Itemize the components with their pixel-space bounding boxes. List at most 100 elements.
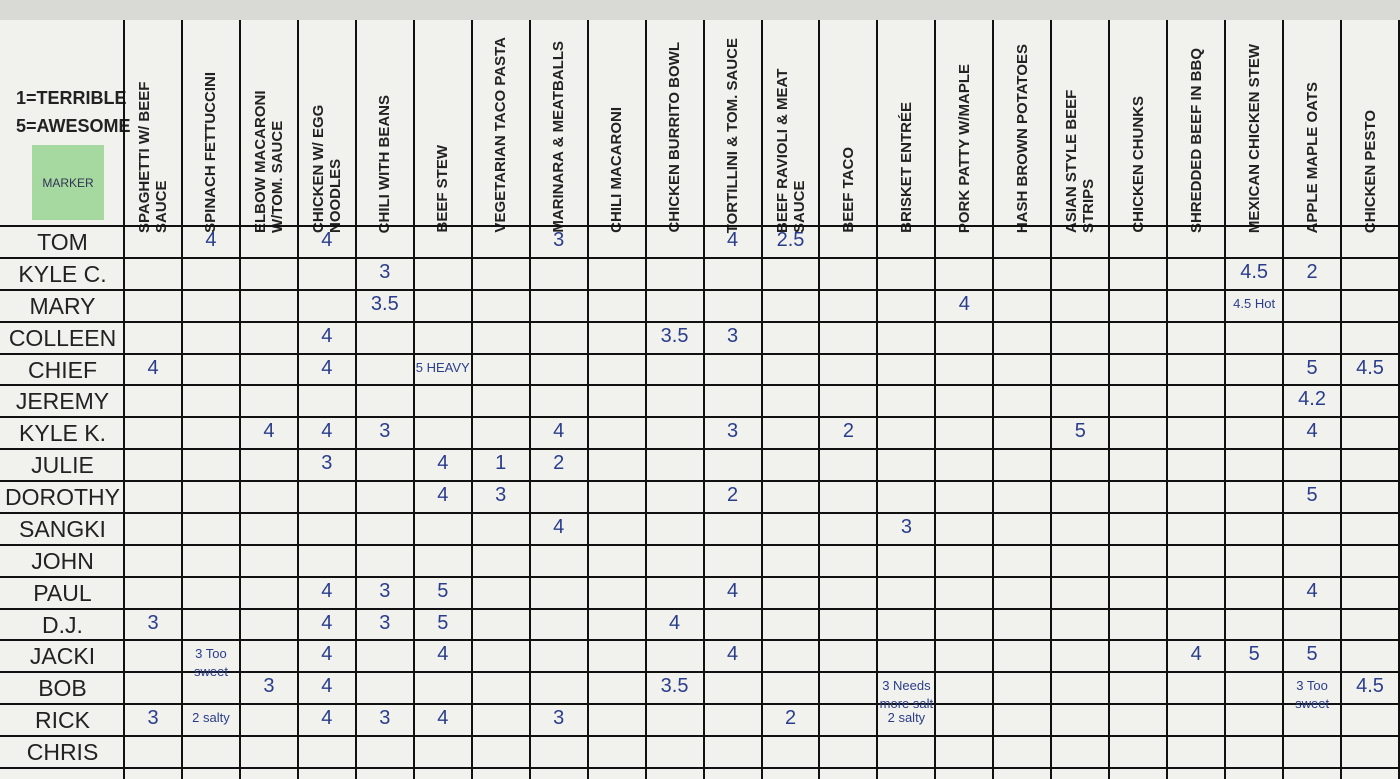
column-header: SHREDDED BEEF IN BBQ [1168,28,1224,233]
column-header: BEEF STEW [415,28,471,233]
column-label: PORK PATTY W/MAPLE [955,63,973,233]
row-rule [0,480,1400,483]
rating: 5 [437,579,449,602]
col-rule [760,20,763,779]
rating: 5 [1306,356,1318,379]
column-label: CHILI MACARONI [608,107,626,233]
row-name: CHRIS [26,739,99,766]
row-name: JULIE [31,452,94,479]
rating: 4 [726,579,739,602]
rating: 3 [726,324,739,347]
rating: 4 [553,515,565,538]
row-rule [0,543,1400,546]
column-header: TORTILLINI & TOM. SAUCE [705,28,761,233]
column-header: BEEF TACO [820,28,876,233]
row-rule [0,735,1400,738]
rating: 3 [263,675,275,698]
rating: 3 [379,420,391,443]
rating: 4 [437,707,449,730]
col-rule [354,20,357,779]
col-rule [644,20,647,779]
rating: 4 [1306,579,1318,602]
col-rule [818,20,821,779]
row-rule [0,639,1400,642]
col-rule [586,20,589,779]
rating: 5 HEAVY [415,359,470,375]
rating: 4 [321,611,333,634]
col-rule [1224,20,1227,779]
column-label: BEEF RAVIOLI & MEAT SAUCE [773,68,808,233]
column-label: CHICKEN CHUNKS [1129,96,1147,233]
rating: 1 [495,452,507,475]
rating: 3 [321,452,333,475]
row-name: RICK [35,707,90,734]
row-name: SANGKI [19,515,106,542]
rating: 4 [321,643,333,666]
rating: 4.5 [1356,675,1384,698]
legend-line: 5=AWESOME [16,116,131,136]
row-rule [0,448,1400,451]
rating: 4 [669,611,681,634]
row-rule [0,416,1400,419]
column-label: MARINARA & MEATBALLS [550,41,568,233]
rating: 3 [553,229,565,251]
column-label: SPINACH FETTUCCINI [202,72,220,233]
col-rule [1108,20,1111,779]
rating: 3 Too sweet [1295,678,1330,712]
row-rule [0,511,1400,514]
sticky-note: MARKER [32,145,104,220]
rating: 3 [379,707,391,730]
rating: 5 [1306,643,1318,666]
column-label: SHREDDED BEEF IN BBQ [1187,47,1205,233]
rating: 4 [958,292,970,315]
rating: 3 Too sweet [193,646,228,680]
row-rule [0,384,1400,387]
legend-line: 1=TERRIBLE [16,88,127,108]
rating: 4.5 [1240,260,1269,283]
rating: 4 [321,675,333,698]
column-label: TORTILLINI & TOM. SAUCE [724,37,742,233]
rating: 4 [321,324,333,347]
row-name: KYLE C. [18,260,107,287]
rating: 4 [321,356,333,379]
rating: 4 [437,643,449,666]
col-rule [528,20,531,779]
column-header: MEXICAN CHICKEN STEW [1226,28,1282,233]
column-label: MEXICAN CHICKEN STEW [1245,43,1263,233]
column-label: BRISKET ENTRÉE [897,102,915,233]
row-name: JEREMY [15,388,110,415]
column-header: APPLE MAPLE OATS [1284,28,1340,233]
col-rule [470,20,473,779]
row-name: JOHN [31,547,94,574]
rating: 3 [379,611,391,634]
rating: 4.5 Hot [1233,295,1276,311]
rating: 2 [553,452,565,475]
rating: 4.2 [1298,388,1326,411]
rating: 4.5 [1356,356,1384,379]
row-rule [0,607,1400,610]
column-header: CHILI WITH BEANS [357,28,413,233]
col-rule [296,20,299,779]
col-rule [123,20,125,779]
row-rule [0,767,1400,769]
column-header: PORK PATTY W/MAPLE [936,28,992,233]
row-rule [0,256,1400,259]
rating: 4 [553,420,565,443]
rating: 2 [726,484,739,507]
column-header: BRISKET ENTRÉE [878,28,934,233]
col-rule [1050,20,1053,779]
col-rule [1282,20,1285,779]
rating: 3.5 [370,292,399,315]
col-rule [1398,20,1400,779]
rating: 4 [1190,643,1202,666]
row-rule [0,288,1400,291]
col-rule [412,20,415,779]
rating: 4 [263,420,275,443]
column-label: ELBOW MACARONI W/TOM. SAUCE [251,90,286,234]
rating: 2 salty [887,710,926,726]
column-label: VEGETARIAN TACO PASTA [492,37,510,233]
rating: 4 [321,229,333,251]
col-rule [876,20,879,779]
row-name: DOROTHY [5,484,120,511]
